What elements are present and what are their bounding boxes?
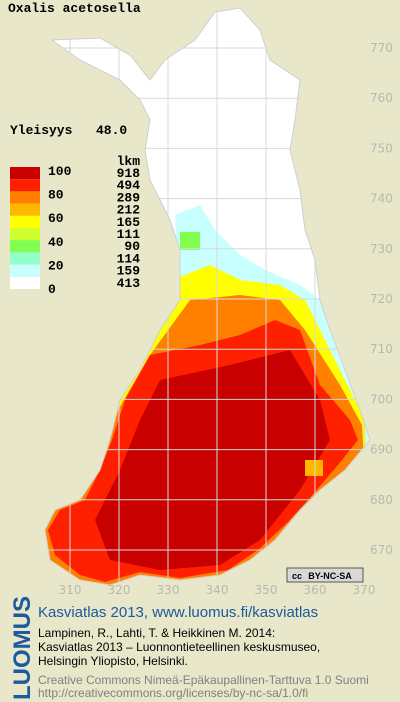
legend-count: 165 — [117, 215, 141, 230]
badge-text: BY-NC-SA — [308, 571, 352, 581]
legend-count: 289 — [117, 190, 141, 205]
headline: Kasviatlas 2013, www.luomus.fi/kasviatla… — [38, 604, 318, 621]
legend-scale: 20 — [48, 258, 64, 273]
legend-count: 494 — [117, 178, 141, 193]
legend-count: 90 — [124, 239, 140, 254]
northing-label: 670 — [370, 543, 393, 557]
citation-line: Helsingin Yliopisto, Helsinki. — [38, 654, 188, 668]
citation-line: Lampinen, R., Lahti, T. & Heikkinen M. 2… — [38, 626, 275, 640]
legend-swatch — [10, 167, 40, 180]
legend-swatch — [10, 179, 40, 192]
northing-label: 690 — [370, 443, 393, 457]
easting-label: 340 — [206, 583, 229, 597]
frequency-value: 48.0 — [96, 123, 127, 138]
northing-label: 680 — [370, 493, 393, 507]
northing-label: 710 — [370, 342, 393, 356]
legend-scale: 60 — [48, 211, 64, 226]
northing-label: 740 — [370, 192, 393, 206]
count-header: lkm — [117, 154, 141, 169]
legend-count: 918 — [117, 166, 141, 181]
patch — [305, 460, 323, 476]
patch — [180, 232, 200, 250]
northing-label: 720 — [370, 292, 393, 306]
legend-swatch — [10, 203, 40, 216]
easting-label: 360 — [304, 583, 327, 597]
legend-count: 413 — [117, 276, 141, 291]
zone-max — [95, 350, 330, 570]
citation-line: Kasviatlas 2013 – Luonnontieteellinen ke… — [38, 640, 320, 654]
legend-swatch — [10, 264, 40, 277]
legend-scale: 0 — [48, 282, 56, 297]
northing-label: 760 — [370, 91, 393, 105]
species-title: Oxalis acetosella — [8, 1, 141, 16]
northing-label: 700 — [370, 392, 393, 406]
cc-icon: cc — [292, 571, 302, 581]
legend-scale: 100 — [48, 164, 72, 179]
legend-scale: 80 — [48, 188, 64, 203]
legend-swatch — [10, 228, 40, 241]
northing-label: 750 — [370, 141, 393, 155]
license-badge — [286, 567, 364, 583]
easting-label: 350 — [255, 583, 278, 597]
easting-label: 320 — [108, 583, 131, 597]
legend-swatch — [10, 215, 40, 228]
license-line: Creative Commons Nimeä-Epäkaupallinen-Ta… — [38, 673, 369, 687]
license-line: http://creativecommons.org/licenses/by-n… — [38, 686, 308, 700]
easting-label: 370 — [353, 583, 376, 597]
legend-swatch — [10, 191, 40, 204]
legend-count: 111 — [117, 227, 141, 242]
easting-label: 310 — [59, 583, 82, 597]
legend-scale: 40 — [48, 235, 64, 250]
northing-label: 770 — [370, 41, 393, 55]
legend-swatch — [10, 252, 40, 265]
northing-label: 730 — [370, 242, 393, 256]
legend-count: 212 — [117, 203, 141, 218]
easting-label: 330 — [157, 583, 180, 597]
frequency-label: Yleisyys — [10, 123, 73, 138]
legend-swatch — [10, 240, 40, 253]
legend-count: 159 — [117, 264, 141, 279]
luomus-logo: LUOMUS — [9, 596, 36, 700]
legend-swatch — [10, 276, 40, 289]
legend-count: 114 — [117, 251, 141, 266]
